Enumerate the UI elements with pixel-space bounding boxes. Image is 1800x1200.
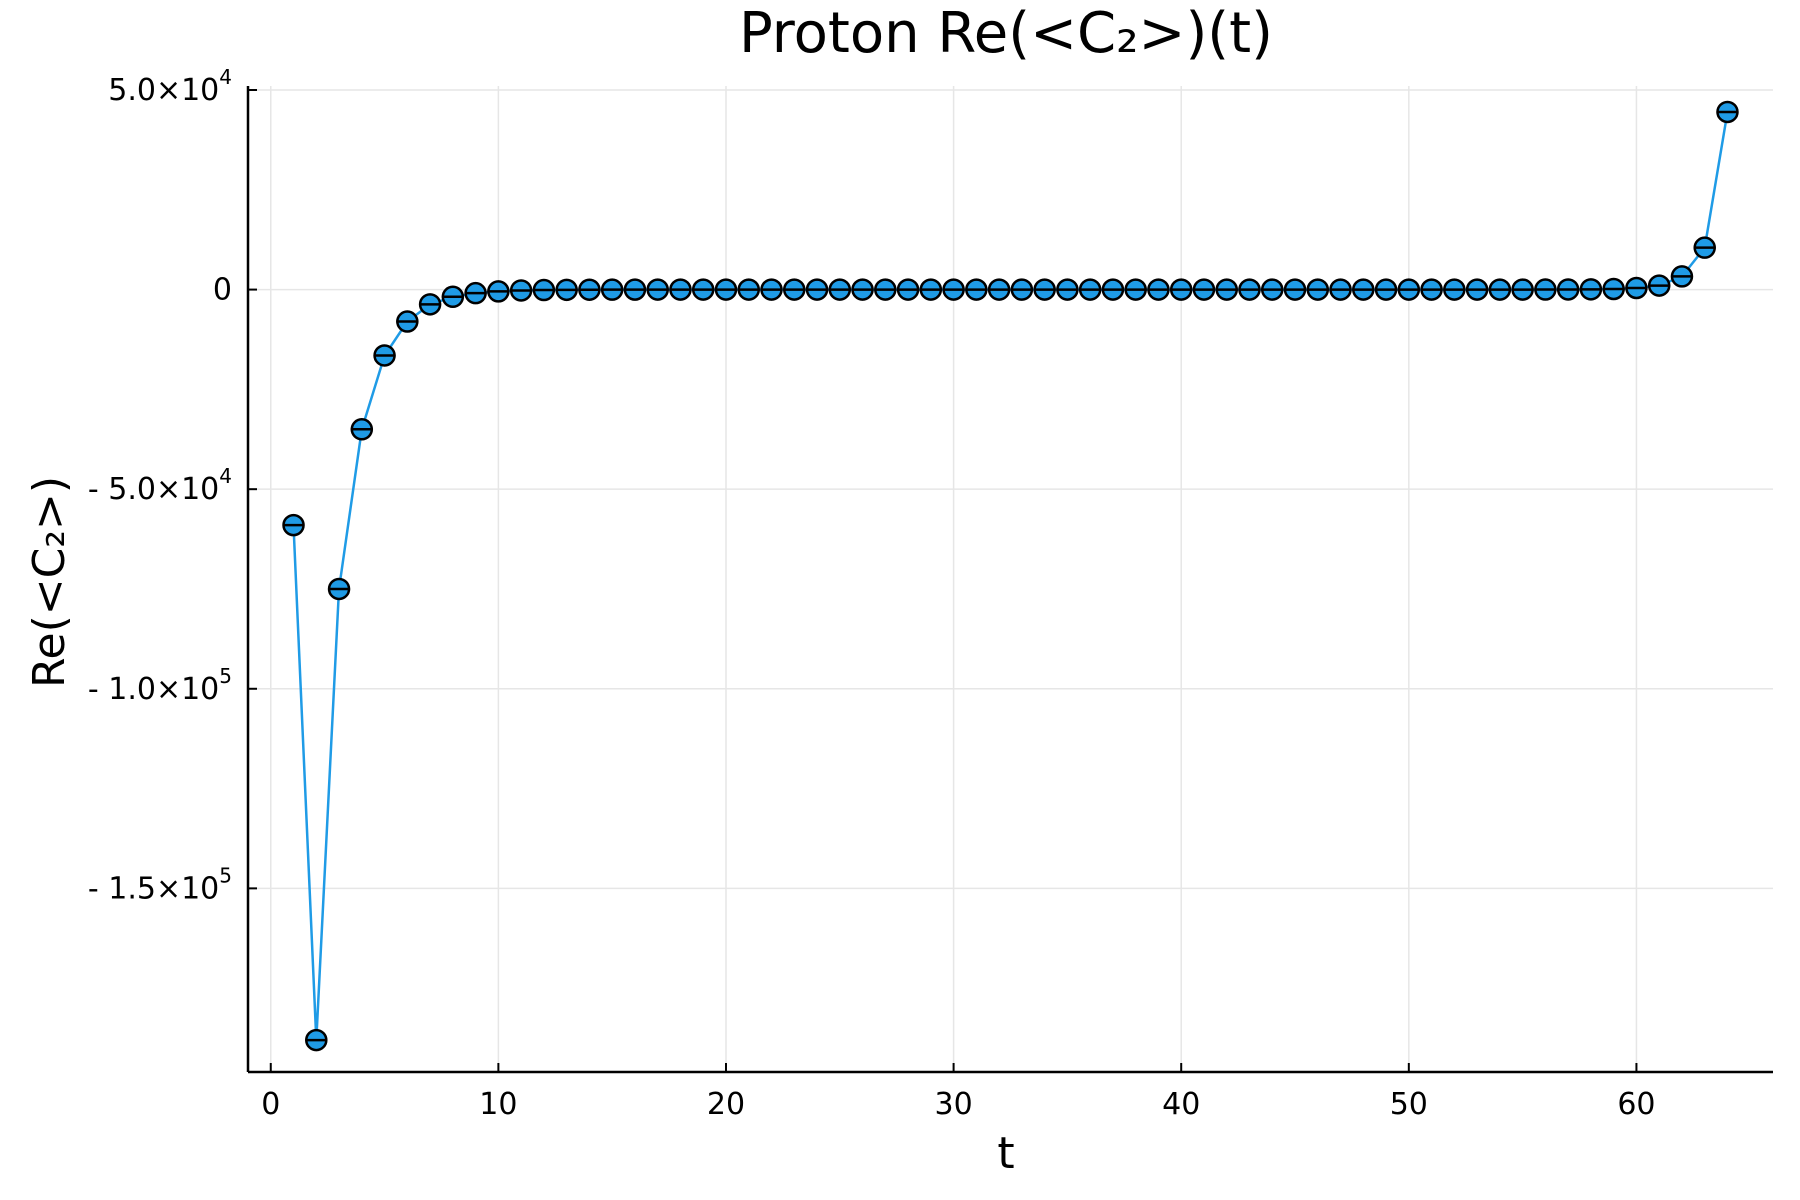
y-tick-exponent: 5 xyxy=(219,863,232,887)
y-tick-mantissa: 0 xyxy=(213,273,232,308)
x-tick-label: 50 xyxy=(1390,1087,1428,1122)
x-tick-label: 0 xyxy=(261,1087,280,1122)
y-tick-label: 0 xyxy=(213,273,232,308)
x-tick-label: 60 xyxy=(1617,1087,1655,1122)
y-axis-label: Re(<C₂>) xyxy=(24,476,75,688)
y-tick-mantissa: - 1.0×10 xyxy=(88,672,219,707)
x-tick-label: 40 xyxy=(1162,1087,1200,1122)
axes xyxy=(246,86,1773,1074)
y-tick-exponent: 4 xyxy=(219,65,232,89)
y-tick-label: - 1.0×105 xyxy=(88,664,232,707)
x-axis-ticks: 0 10 20 30 40 50 60 xyxy=(261,1063,1656,1122)
x-tick-label: 30 xyxy=(935,1087,973,1122)
y-tick-mantissa: - 1.5×10 xyxy=(88,871,219,906)
y-tick-mantissa: - 5.0×10 xyxy=(88,472,219,507)
series xyxy=(282,100,1739,1052)
y-tick-exponent: 5 xyxy=(219,664,232,688)
y-tick-label: - 1.5×105 xyxy=(88,863,232,906)
y-tick-mantissa: 5.0×10 xyxy=(108,73,219,108)
x-axis-label: t xyxy=(997,1128,1014,1179)
series-line xyxy=(292,111,1729,1041)
x-tick-label: 20 xyxy=(707,1087,745,1122)
y-tick-label: - 5.0×104 xyxy=(88,464,232,507)
x-tick-label: 10 xyxy=(479,1087,517,1122)
y-tick-exponent: 4 xyxy=(219,464,232,488)
y-tick-label: 5.0×104 xyxy=(108,65,232,108)
chart-title: Proton Re(<C₂>)(t) xyxy=(739,1,1273,66)
